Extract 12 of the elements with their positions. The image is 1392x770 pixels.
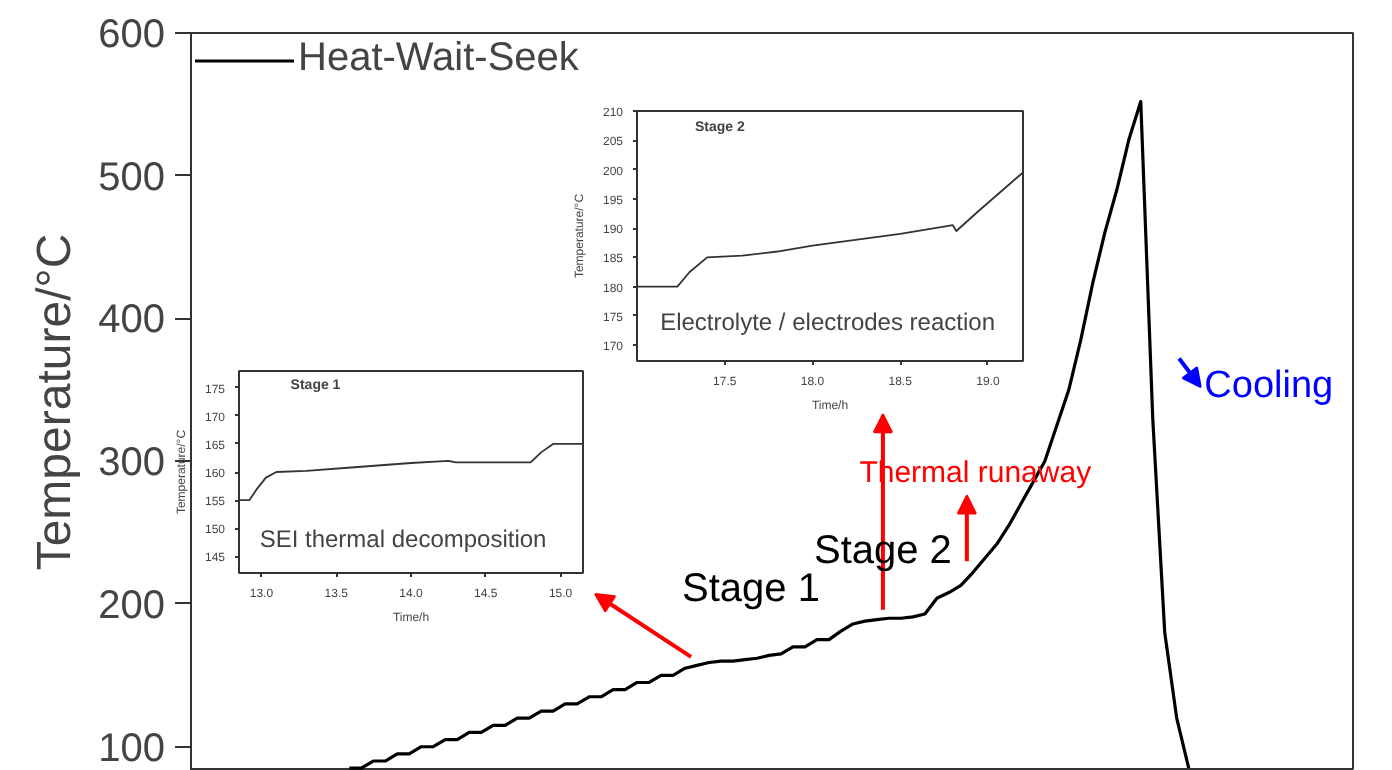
text: Cooling [1204,365,1334,407]
y-tick-label: 300 [98,441,166,486]
y-axis-title: Temperature/°C [28,233,83,571]
y-tick-label: 400 [98,298,166,343]
annotation: Electrolyte / electrodes reaction [660,308,995,336]
y-tick-label: 500 [98,155,166,200]
y-tick-label: 200 [98,583,166,628]
annotation: Stage 1 [682,567,820,612]
annotation: SEI thermal decomposition [259,524,547,553]
y-tick-label: 600 [98,13,166,57]
legend-label: Heat-Wait-Seek [298,36,579,82]
y-tick-label: 100 [98,726,166,770]
